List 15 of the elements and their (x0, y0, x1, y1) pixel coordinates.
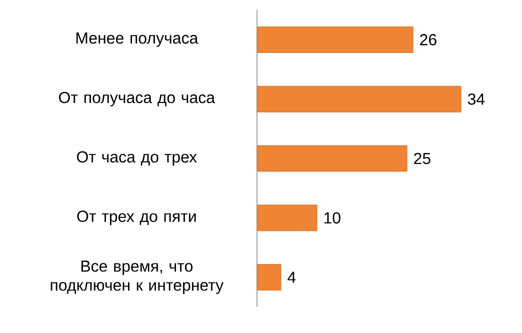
bar (256, 264, 282, 290)
data-label: 34 (468, 93, 485, 105)
data-label: 25 (414, 152, 430, 164)
data-label: 10 (324, 212, 340, 224)
bar (256, 204, 318, 232)
y-tick-label: От часа до трех (76, 151, 197, 166)
y-tick-label: От получаса до часа (59, 92, 216, 106)
data-label: 26 (420, 34, 436, 46)
y-tick-label: От трех до пяти (77, 210, 196, 226)
data-label: 4 (288, 272, 296, 283)
bar (256, 26, 414, 53)
y-tick-label: Менее получаса (76, 32, 198, 47)
bar (256, 86, 462, 112)
y-tick-label: Все время, что подключен к интернету (50, 260, 224, 294)
bar (256, 145, 408, 172)
